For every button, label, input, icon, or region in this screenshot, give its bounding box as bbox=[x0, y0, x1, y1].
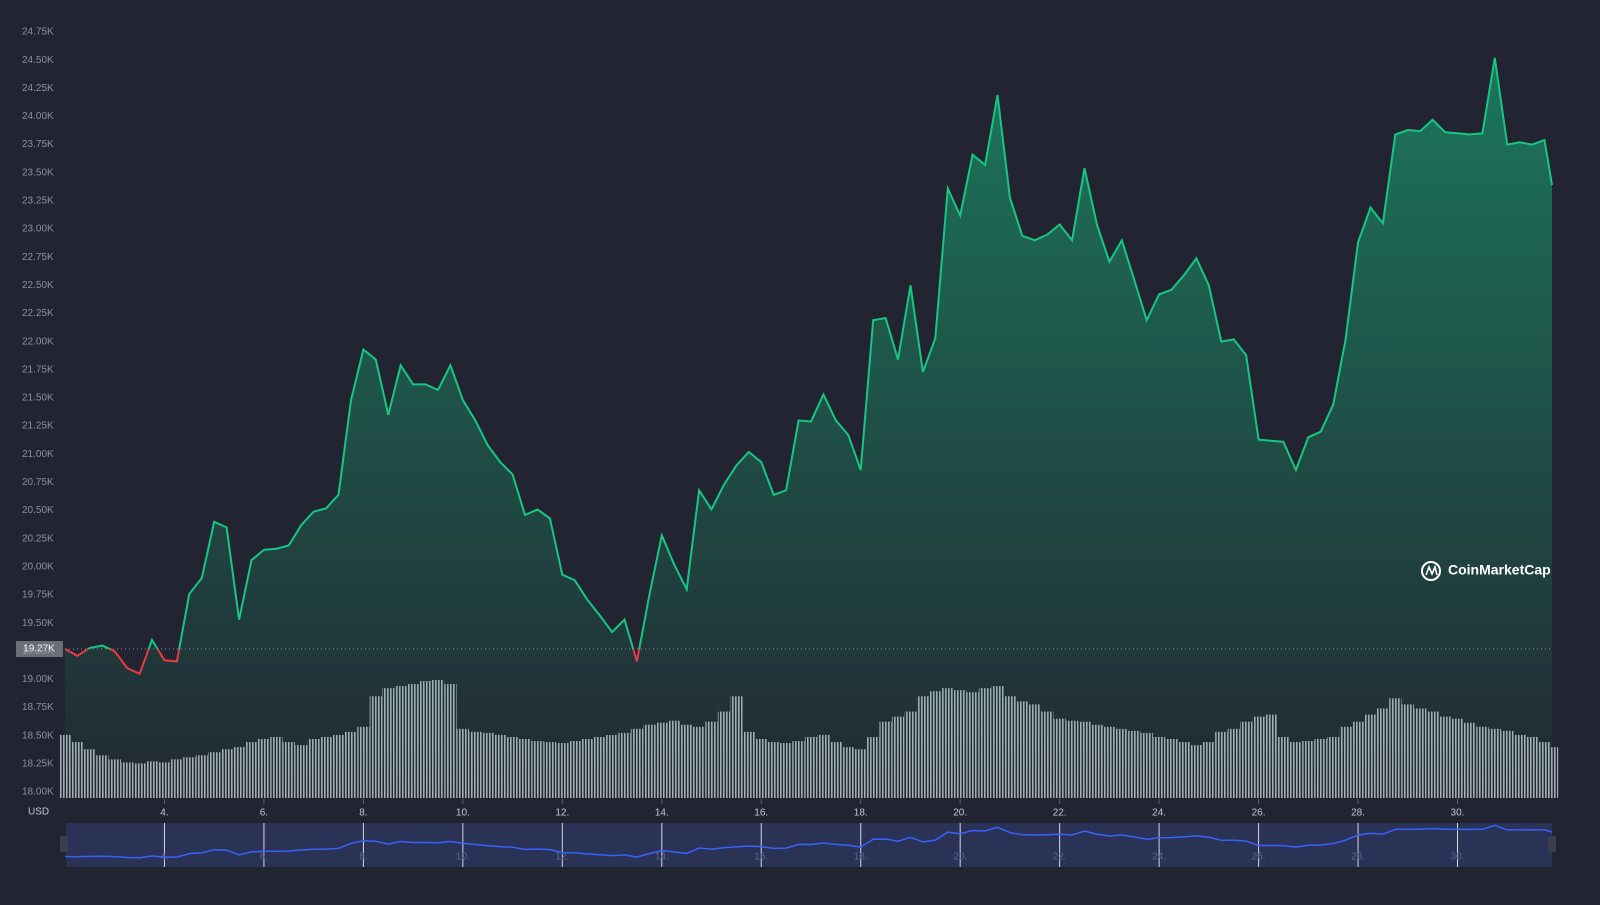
y-tick-label: 18.00K bbox=[22, 787, 54, 798]
x-tick-label: 14. bbox=[655, 808, 669, 819]
y-tick-label: 19.75K bbox=[22, 590, 54, 601]
y-tick-label: 23.50K bbox=[22, 167, 54, 178]
x-tick-label: 18. bbox=[854, 808, 868, 819]
x-tick-label: 22. bbox=[1053, 808, 1067, 819]
watermark-text: CoinMarketCap bbox=[1448, 562, 1551, 578]
navigator-tick-label: 22. bbox=[1053, 852, 1067, 863]
y-tick-label: 20.50K bbox=[22, 505, 54, 516]
x-tick-label: 30. bbox=[1451, 808, 1465, 819]
navigator-handle[interactable] bbox=[1548, 836, 1556, 852]
navigator-tick-label: 8. bbox=[359, 852, 367, 863]
y-tick-label: 24.75K bbox=[22, 27, 54, 38]
y-tick-label: 23.00K bbox=[22, 224, 54, 235]
x-tick-label: 6. bbox=[260, 808, 268, 819]
price-layer: 19.27K bbox=[16, 57, 1553, 798]
y-tick-label: 22.75K bbox=[22, 252, 54, 263]
y-tick-label: 18.25K bbox=[22, 758, 54, 769]
y-tick-label: 24.00K bbox=[22, 111, 54, 122]
navigator-tick-label: 18. bbox=[854, 852, 868, 863]
navigator-tick-label: 20. bbox=[953, 852, 967, 863]
navigator-tick-label: 14. bbox=[655, 852, 669, 863]
y-tick-label: 18.50K bbox=[22, 730, 54, 741]
y-tick-label: 19.25K bbox=[22, 646, 54, 657]
price-area bbox=[65, 57, 1552, 798]
y-tick-label: 22.00K bbox=[22, 336, 54, 347]
y-tick-label: 20.00K bbox=[22, 561, 54, 572]
logo bbox=[1425, 564, 1438, 577]
y-tick-label: 22.25K bbox=[22, 308, 54, 319]
x-tick-label: 8. bbox=[359, 808, 367, 819]
logo bbox=[1421, 561, 1441, 581]
x-tick-label: 12. bbox=[555, 808, 569, 819]
navigator-line bbox=[64, 824, 1553, 859]
y-tick-label: 23.75K bbox=[22, 139, 54, 150]
navigator-tick-label: 24. bbox=[1152, 852, 1166, 863]
navigator-tick-label: 16. bbox=[754, 852, 768, 863]
currency-label: USD bbox=[28, 807, 49, 818]
y-tick-label: 20.75K bbox=[22, 477, 54, 488]
navigator-tick-label: 26. bbox=[1252, 852, 1266, 863]
navigator-tick-label: 6. bbox=[260, 852, 268, 863]
y-tick-label: 18.75K bbox=[22, 702, 54, 713]
y-tick-label: 24.50K bbox=[22, 55, 54, 66]
navigator-tick-label: 12. bbox=[555, 852, 569, 863]
y-tick-label: 24.25K bbox=[22, 83, 54, 94]
navigator-handle[interactable] bbox=[60, 836, 68, 852]
y-tick-label: 22.50K bbox=[22, 280, 54, 291]
price-line-up bbox=[64, 57, 1553, 650]
x-tick-label: 4. bbox=[160, 808, 168, 819]
baseline-label: 19.27K bbox=[23, 644, 55, 655]
navigator-tick-label: 10. bbox=[456, 852, 470, 863]
y-tick-label: 21.00K bbox=[22, 449, 54, 460]
axes: 18.00K 18.25K 18.50K 18.75K 19.00K 19.25K 19.5… bbox=[22, 27, 1464, 819]
y-tick-label: 21.50K bbox=[22, 393, 54, 404]
y-tick-label: 20.25K bbox=[22, 533, 54, 544]
navigator-tick-label: 28. bbox=[1351, 852, 1365, 863]
navigator-tick-label: 30. bbox=[1451, 852, 1465, 863]
y-tick-label: 19.00K bbox=[22, 674, 54, 685]
x-tick-label: 24. bbox=[1152, 808, 1166, 819]
x-tick-label: 16. bbox=[754, 808, 768, 819]
y-tick-label: 19.50K bbox=[22, 618, 54, 629]
x-tick-label: 10. bbox=[456, 808, 470, 819]
baseline-label-box bbox=[16, 641, 63, 658]
x-tick-label: 28. bbox=[1351, 808, 1365, 819]
watermark: CoinMarketCap bbox=[1421, 561, 1551, 581]
x-tick-label: 20. bbox=[953, 808, 967, 819]
y-tick-label: 21.75K bbox=[22, 364, 54, 375]
x-tick-label: 26. bbox=[1252, 808, 1266, 819]
navigator-layer: 4. 6. 8. 10. 12. 14. 16. 18. 20. 22. 24. 26. 28. 30. bbox=[64, 823, 1553, 867]
y-tick-label: 21.25K bbox=[22, 421, 54, 432]
y-tick-label: 23.25K bbox=[22, 196, 54, 207]
